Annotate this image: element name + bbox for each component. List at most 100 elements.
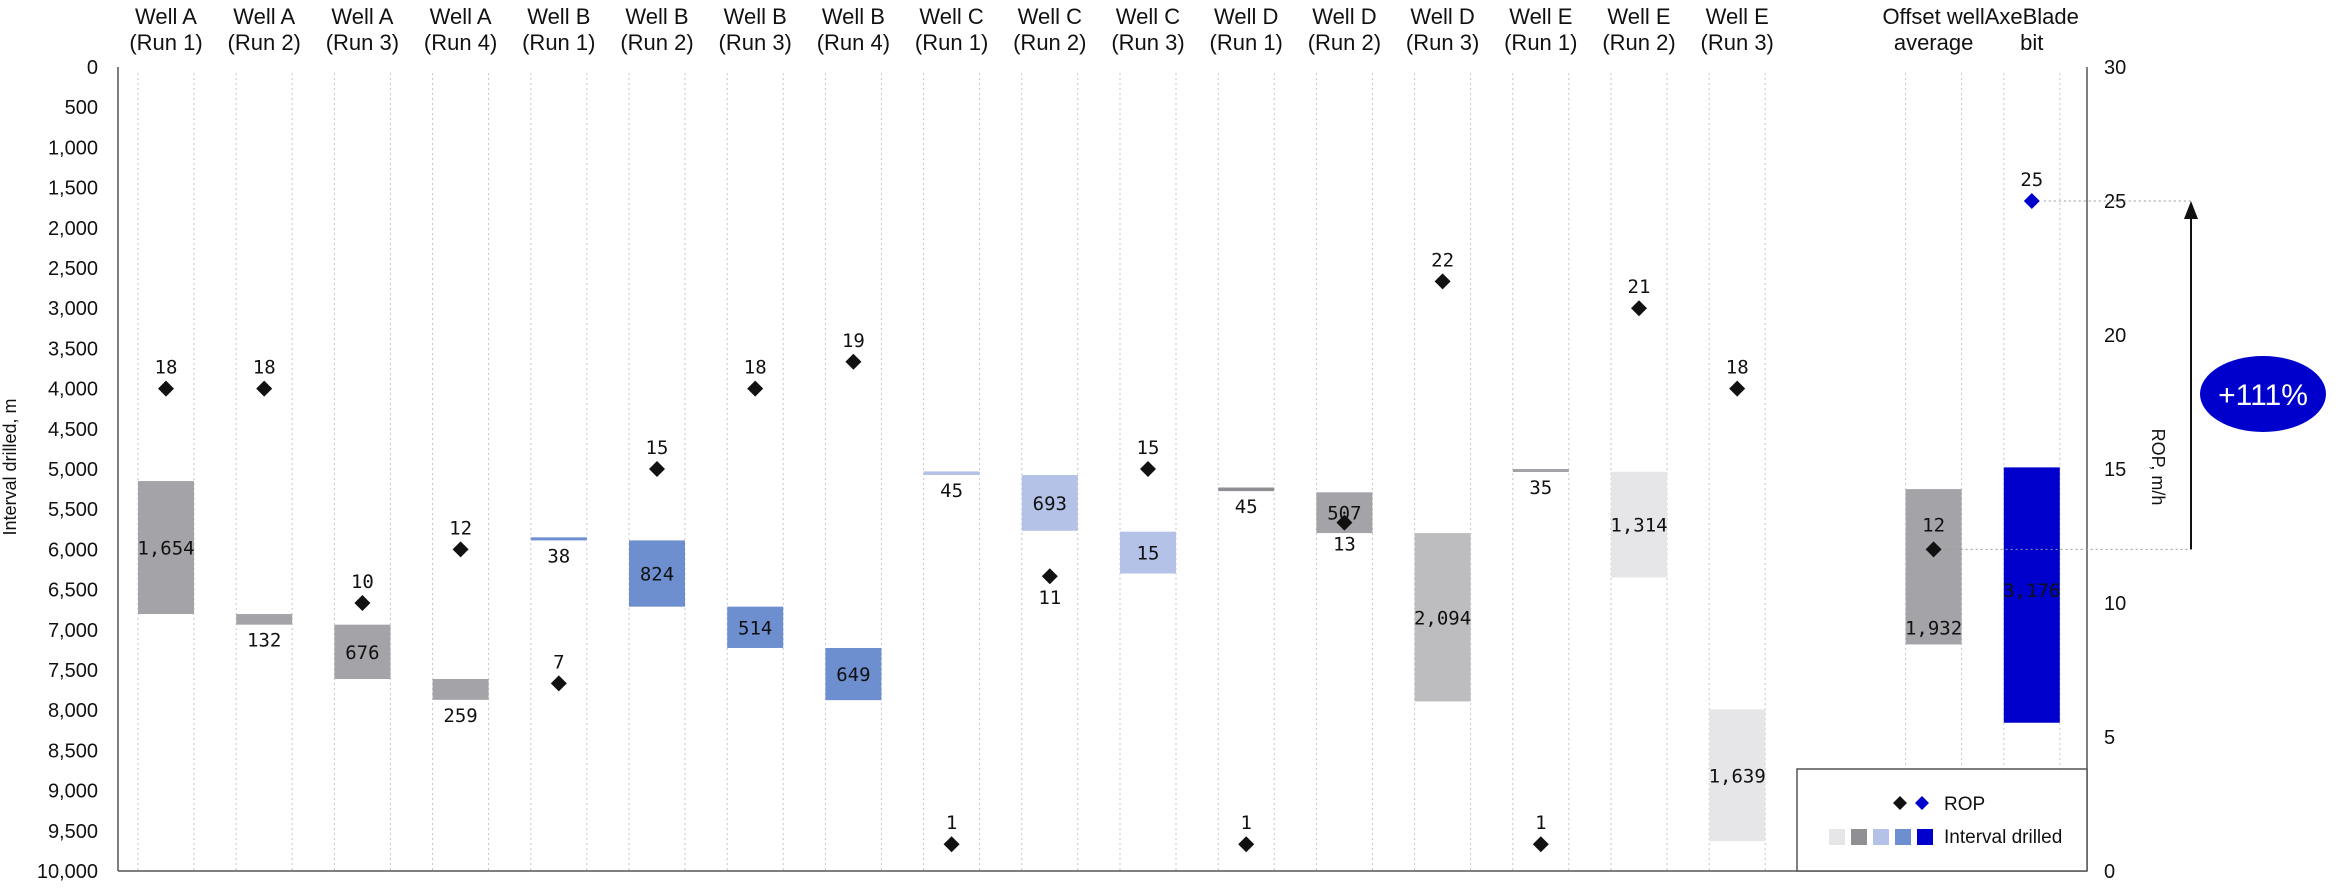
rop-label: 22: [1431, 249, 1454, 271]
interval-label: 676: [345, 642, 379, 664]
rop-marker: [1532, 836, 1549, 853]
category-title-line1: Well E: [1706, 4, 1769, 29]
rop-label: 18: [744, 357, 767, 379]
legend-interval-swatch: [1851, 829, 1867, 845]
legend-interval-swatch: [1873, 829, 1889, 845]
rop-marker: [747, 380, 764, 397]
rop-marker: [158, 380, 174, 397]
interval-label: 35: [1529, 477, 1552, 499]
rop-marker: [943, 836, 960, 853]
legend-box: [1796, 768, 2088, 872]
rop-marker: [1631, 300, 1647, 317]
left-tick-label: 500: [65, 97, 98, 119]
category-title-line2: (Run 4): [424, 30, 497, 55]
category-title-line2: average: [1894, 30, 1974, 55]
rop-marker: [1336, 514, 1353, 531]
interval-label: 45: [940, 480, 963, 502]
left-tick-label: 10,000: [37, 861, 98, 883]
category-title-line1: Well B: [625, 4, 688, 29]
category-title-line1: Well D: [1312, 4, 1376, 29]
interval-label: 1,932: [1905, 617, 1962, 639]
rop-marker: [354, 595, 371, 611]
category-title-line1: Well A: [135, 4, 197, 29]
legend-interval-swatch: [1917, 829, 1933, 845]
left-tick-label: 3,500: [48, 338, 98, 360]
interval-bar: [432, 679, 489, 700]
left-tick-label: 4,000: [48, 379, 98, 401]
legend-interval-swatch: [1829, 829, 1845, 845]
left-tick-label: 9,000: [48, 781, 98, 803]
category-title-line2: (Run 1): [1504, 30, 1577, 55]
interval-bar: [1709, 709, 1766, 842]
interval-label: 1,314: [1610, 515, 1667, 537]
category-title-line1: Well C: [919, 4, 983, 29]
improvement-annotation: +111%: [1945, 200, 2326, 550]
interval-label: 3,176: [2003, 580, 2060, 602]
interval-label: 45: [1235, 496, 1258, 518]
interval-label: 1,654: [137, 538, 194, 560]
interval-bar: [923, 471, 980, 476]
improvement-badge: [2200, 356, 2326, 432]
category-title-line2: (Run 2): [620, 30, 693, 55]
interval-bars: 1,654 132 676 259 38 824 514 649 45 693 15 45 507 2,0…: [137, 467, 2060, 842]
rop-label: 18: [1726, 357, 1749, 379]
rop-marker: [1238, 836, 1255, 853]
category-title-line1: Well A: [331, 4, 393, 29]
interval-bar: [1611, 471, 1667, 578]
interval-bar: [236, 614, 293, 625]
category-title-line2: (Run 2): [228, 30, 301, 55]
interval-bar: [1512, 469, 1569, 472]
interval-label: 824: [640, 564, 674, 586]
category-title-line2: (Run 1): [129, 30, 202, 55]
rop-marker: [550, 675, 567, 692]
rop-label: 19: [842, 330, 865, 352]
legend-rop-marker: [1915, 796, 1929, 810]
left-tick-label: 3,000: [48, 298, 98, 320]
interval-bar: [629, 540, 685, 607]
interval-bar: [2003, 467, 2060, 723]
interval-bar: [1905, 489, 1962, 645]
category-title-line1: Well B: [724, 4, 787, 29]
interval-label: 259: [443, 705, 477, 727]
category-title-line2: (Run 1): [522, 30, 595, 55]
rop-marker: [1140, 461, 1156, 477]
right-axis-ticks: 0 5 10 15 20 25 30: [2104, 57, 2126, 883]
interval-label: 693: [1033, 493, 1067, 515]
category-title-line2: (Run 3): [1701, 30, 1774, 55]
category-title-line2: (Run 2): [1308, 30, 1381, 55]
category-titles: Well A(Run 1)Well A(Run 2)Well A(Run 3)W…: [129, 4, 2079, 55]
rop-label: 1: [1535, 812, 1546, 834]
interval-bar: [825, 647, 882, 701]
legend-rop-marker: [1893, 796, 1907, 810]
left-tick-label: 5,500: [48, 499, 98, 521]
left-tick-label: 4,500: [48, 419, 98, 441]
rop-marker: [649, 461, 665, 477]
legend-interval-swatch: [1895, 829, 1911, 845]
category-title-line1: Well B: [822, 4, 885, 29]
left-tick-label: 7,500: [48, 660, 98, 682]
category-title-line1: Well D: [1214, 4, 1278, 29]
interval-label: 514: [738, 617, 772, 639]
category-title-line2: (Run 1): [1210, 30, 1283, 55]
right-axis-label: ROP, m/h: [2148, 429, 2168, 506]
rop-label: 21: [1628, 276, 1651, 298]
category-title-line2: (Run 2): [1013, 30, 1086, 55]
left-tick-label: 7,000: [48, 620, 98, 642]
rop-label: 7: [553, 651, 564, 673]
rop-label: 25: [2020, 169, 2043, 191]
right-tick-label: 15: [2104, 459, 2126, 481]
interval-label: 132: [247, 630, 281, 652]
legend-rop-label: ROP: [1944, 794, 1985, 815]
rop-label: 12: [1922, 514, 1945, 536]
left-tick-label: 5,000: [48, 459, 98, 481]
interval-label: 507: [1327, 503, 1361, 525]
rop-label: 13: [1333, 534, 1356, 556]
left-tick-label: 0: [87, 57, 98, 79]
right-tick-label: 20: [2104, 325, 2126, 347]
left-tick-label: 2,500: [48, 258, 98, 280]
interval-bar: [1021, 475, 1078, 531]
left-axis-ticks: 0 500 1,000 1,500 2,000 2,500 3,000 3,500 4,000 4…: [37, 57, 98, 883]
rop-label: 15: [1137, 437, 1160, 459]
interval-bar: [1414, 533, 1471, 702]
